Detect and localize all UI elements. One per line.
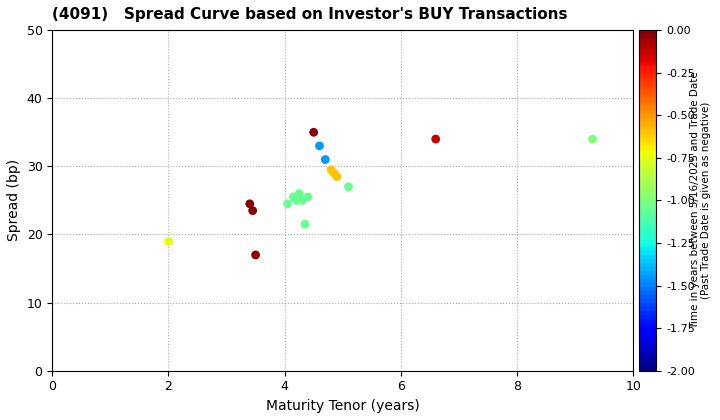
Point xyxy=(308,129,320,136)
X-axis label: Maturity Tenor (years): Maturity Tenor (years) xyxy=(266,399,420,413)
Point xyxy=(300,221,311,228)
Point xyxy=(343,184,354,190)
Y-axis label: Spread (bp): Spread (bp) xyxy=(7,159,21,242)
Point xyxy=(290,197,302,204)
Point xyxy=(247,207,258,214)
Point xyxy=(320,156,331,163)
Point xyxy=(294,190,305,197)
Point xyxy=(244,200,256,207)
Point xyxy=(331,173,343,180)
Point xyxy=(163,238,174,245)
Point xyxy=(302,194,314,200)
Point xyxy=(325,166,337,173)
Point xyxy=(328,170,340,176)
Point xyxy=(587,136,598,142)
Point xyxy=(250,252,261,258)
Point xyxy=(430,136,441,142)
Y-axis label: Time in years between 5/16/2025 and Trade Date
(Past Trade Date is given as nega: Time in years between 5/16/2025 and Trad… xyxy=(690,71,711,329)
Point xyxy=(287,194,299,200)
Text: (4091)   Spread Curve based on Investor's BUY Transactions: (4091) Spread Curve based on Investor's … xyxy=(53,7,568,22)
Point xyxy=(282,200,293,207)
Point xyxy=(314,142,325,149)
Point xyxy=(297,197,308,204)
